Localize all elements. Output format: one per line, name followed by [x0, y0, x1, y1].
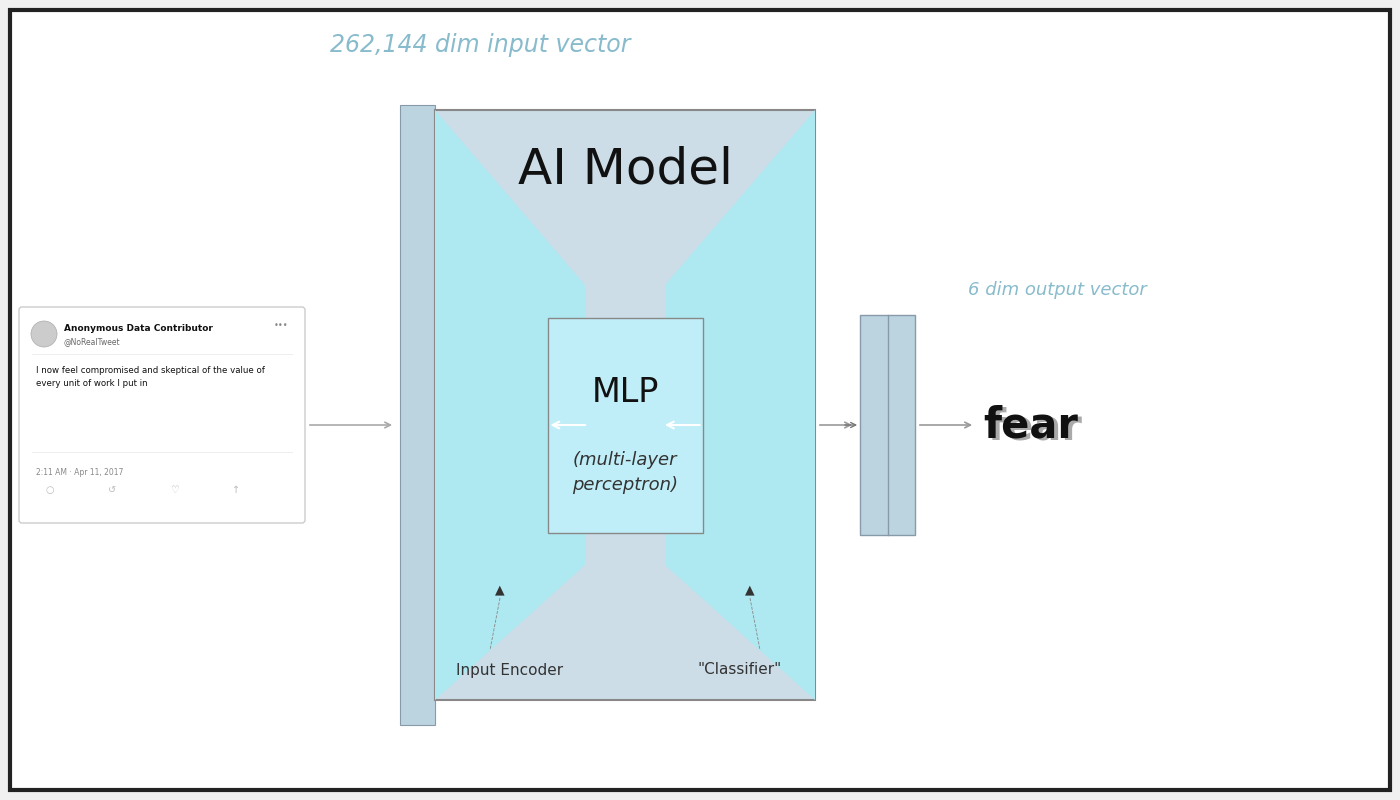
Text: "Classifier": "Classifier"	[697, 662, 783, 678]
Bar	[435, 110, 815, 700]
Bar	[860, 315, 916, 535]
Text: MLP: MLP	[591, 376, 658, 410]
Text: •••: •••	[273, 322, 288, 330]
Text: fear: fear	[983, 404, 1078, 446]
Text: ▲: ▲	[745, 583, 755, 597]
Text: I now feel compromised and skeptical of the value of
every unit of work I put in: I now feel compromised and skeptical of …	[36, 366, 265, 387]
Text: 2:11 AM · Apr 11, 2017: 2:11 AM · Apr 11, 2017	[36, 468, 123, 477]
Text: Anonymous Data Contributor: Anonymous Data Contributor	[64, 324, 213, 333]
Polygon shape	[665, 110, 815, 700]
Text: 6 dim output vector: 6 dim output vector	[967, 281, 1147, 299]
Text: fear: fear	[987, 406, 1082, 448]
Bar	[400, 105, 435, 725]
Text: Input Encoder: Input Encoder	[456, 662, 564, 678]
Text: ↺: ↺	[108, 485, 116, 495]
Text: AI Model: AI Model	[518, 146, 732, 194]
Text: ♡: ♡	[169, 485, 178, 495]
Text: ▲: ▲	[496, 583, 505, 597]
FancyBboxPatch shape	[20, 307, 305, 523]
Text: 262,144 dim input vector: 262,144 dim input vector	[330, 33, 630, 57]
Circle shape	[31, 321, 57, 347]
Text: (multi-layer
perceptron): (multi-layer perceptron)	[573, 451, 678, 494]
Polygon shape	[435, 110, 585, 700]
Text: ↑: ↑	[232, 485, 239, 495]
Bar	[547, 318, 703, 533]
Text: ○: ○	[46, 485, 55, 495]
Text: @NoRealTweet: @NoRealTweet	[64, 337, 120, 346]
